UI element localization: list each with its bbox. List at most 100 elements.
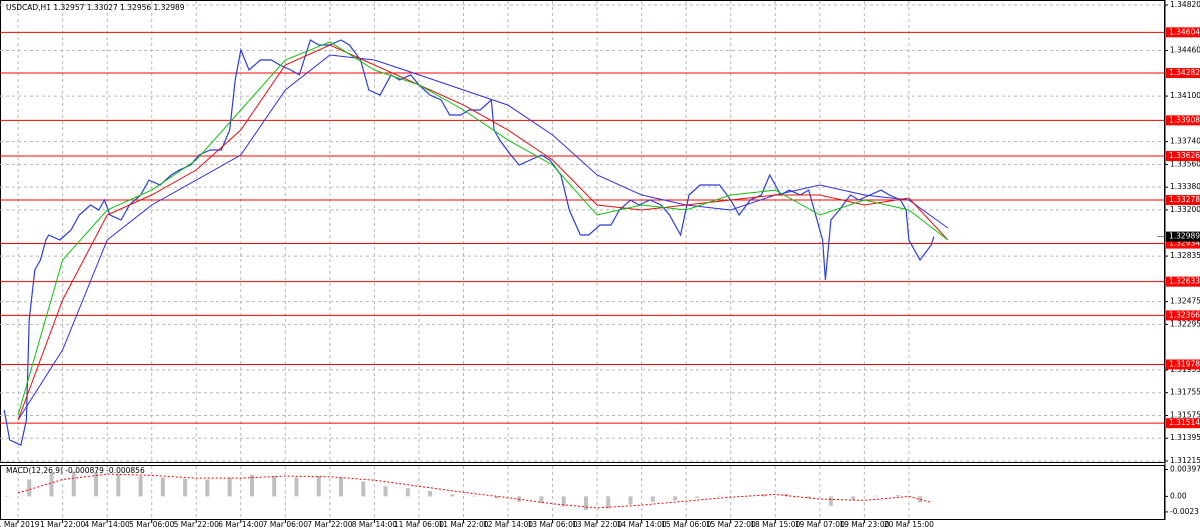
level-label: 1.33626 [1169, 151, 1200, 160]
level-label: 1.34282 [1169, 68, 1200, 77]
level-label: 1.33278 [1169, 195, 1200, 204]
y-tick-label: 1.33380 [1170, 182, 1200, 191]
x-tick-label: 5 Mar 22:00 [174, 520, 220, 529]
y-tick-label: 1.33560 [1170, 159, 1200, 168]
macd-bar [695, 496, 700, 498]
level-box [1166, 195, 1200, 206]
x-tick-label: 5 Mar 06:00 [129, 520, 175, 529]
level-box [1166, 115, 1200, 126]
y-tick-label: 1.34460 [1170, 46, 1200, 55]
macd-bar [851, 496, 856, 500]
level-label: 1.32366 [1169, 310, 1200, 319]
macd-bar [249, 474, 254, 497]
x-tick-label: 11 Mar 06:00 [394, 520, 444, 529]
macd-bar [4, 496, 9, 497]
macd-bar [361, 481, 366, 497]
level-box [1166, 418, 1200, 429]
series-line [17, 44, 949, 421]
y-tick-label: 1.33740 [1170, 137, 1200, 146]
macd-bar [138, 476, 143, 497]
macd-bar [383, 486, 388, 497]
x-tick-label: 7 Mar 22:00 [307, 520, 353, 529]
chart-title: USDCAD,H1 1.32957 1.33027 1.32956 1.3298… [6, 3, 185, 12]
macd-bar [895, 495, 900, 497]
x-tick-label: 15 Mar 06:00 [661, 520, 711, 529]
x-tick-label: 8 Mar 14:00 [352, 520, 398, 529]
macd-bar [49, 472, 54, 497]
x-tick-label: 14 Mar 14:00 [617, 520, 667, 529]
level-label: 1.31514 [1169, 418, 1200, 427]
x-tick-label: 13 Mar 06:00 [528, 520, 578, 529]
level-label: 1.32633 [1169, 277, 1200, 286]
macd-bar [294, 477, 299, 497]
y-tick-label: 1.31215 [1170, 456, 1200, 465]
level-label: 1.34604 [1169, 27, 1200, 36]
y-tick-label: 1.34820 [1170, 0, 1200, 9]
macd-bar [183, 478, 188, 497]
y-tick-label: 1.31395 [1170, 433, 1200, 442]
macd-bar [806, 496, 811, 498]
level-box [1166, 310, 1200, 321]
series-line [17, 54, 949, 421]
y-tick-label: 1.31755 [1170, 388, 1200, 397]
macd-bar [494, 496, 499, 499]
y-tick-label: 1.34100 [1170, 91, 1200, 100]
price-panel [0, 0, 1165, 463]
series-line [17, 41, 949, 415]
x-tick-label: 7 Mar 06:00 [263, 520, 309, 529]
current-price-label: 1.32989 [1169, 232, 1200, 241]
level-box [1166, 68, 1200, 79]
x-tick-label: 4 Mar 14:00 [85, 520, 131, 529]
x-tick-label: 19 Mar 23:00 [839, 520, 889, 529]
macd-title: MACD(12,26,9) -0.000879 -0.000856 [6, 466, 145, 475]
level-box [1166, 359, 1200, 370]
current-price-box [1166, 231, 1200, 242]
macd-bar [762, 494, 767, 497]
y-tick-label: 1.31575 [1170, 410, 1200, 419]
y-tick-label: 0.003973 [1170, 465, 1200, 474]
x-tick-label: 6 Mar 14:00 [218, 520, 264, 529]
macd-bar [116, 474, 121, 497]
level-box [1166, 151, 1200, 162]
macd-bar [918, 496, 923, 503]
x-tick-label: 11 Mar 22:00 [438, 520, 488, 529]
x-tick-label: 13 Mar 22:00 [572, 520, 622, 529]
macd-bar [561, 496, 566, 507]
macd-bar [828, 496, 833, 506]
x-tick-label: 19 Mar 07:00 [795, 520, 845, 529]
macd-bar [428, 490, 433, 497]
macd-bar [405, 488, 410, 497]
level-label: 1.32934 [1169, 239, 1200, 248]
series-line [3, 39, 935, 446]
level-label: 1.31978 [1169, 359, 1200, 368]
y-tick-label: 1.33200 [1170, 205, 1200, 214]
y-tick-label: 1.32295 [1170, 319, 1200, 328]
macd-bar [272, 476, 277, 497]
macd-bar [583, 496, 588, 510]
y-tick-label: 1.32835 [1170, 251, 1200, 260]
macd-bar [227, 477, 232, 497]
macd-bar [160, 477, 165, 497]
level-box [1166, 276, 1200, 287]
level-box [1166, 27, 1200, 38]
x-tick-label: 20 Mar 15:00 [884, 520, 934, 529]
y-tick-label: 0.00 [1170, 491, 1187, 500]
macd-bar [94, 472, 99, 497]
x-tick-label: 12 Mar 14:00 [483, 520, 533, 529]
macd-bar [673, 496, 678, 501]
macd-bar [606, 496, 611, 509]
macd-bar [339, 477, 344, 497]
macd-bar [539, 496, 544, 504]
macd-panel [0, 465, 1165, 520]
macd-bar [873, 495, 878, 497]
level-label: 1.33908 [1169, 115, 1200, 124]
series-line [17, 473, 932, 509]
x-tick-label: 15 Mar 22:00 [706, 520, 756, 529]
macd-bar [784, 493, 789, 497]
x-tick-label: 1 Mar 22:00 [40, 520, 86, 529]
level-box [1166, 238, 1200, 249]
x-tick-label: 18 Mar 15:00 [750, 520, 800, 529]
macd-bar [316, 476, 321, 497]
